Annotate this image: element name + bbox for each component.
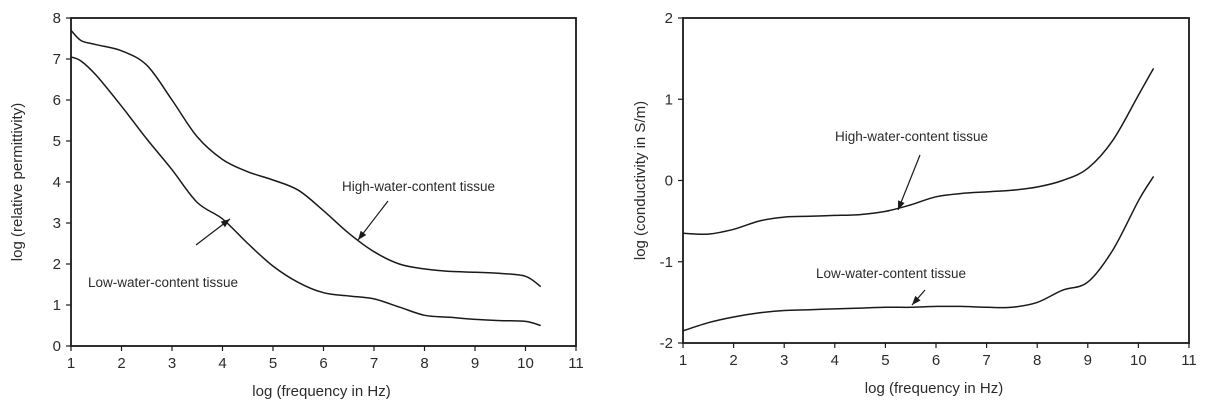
x-tick-label: 6 — [319, 355, 327, 372]
arrowhead — [358, 230, 367, 240]
y-tick-label: 1 — [53, 297, 61, 314]
x-tick-label: 9 — [1084, 352, 1092, 369]
x-tick-label: 6 — [932, 352, 940, 369]
x-tick-label: 10 — [517, 355, 534, 372]
plot-frame — [682, 17, 1190, 344]
x-tick-label: 8 — [1033, 352, 1041, 369]
y-tick-label: 2 — [53, 256, 61, 273]
y-tick-label: 2 — [665, 10, 673, 27]
arrowhead — [898, 200, 905, 210]
arrowhead — [220, 219, 230, 228]
x-tick-label: 7 — [982, 352, 990, 369]
x-axis-label: log (frequency in Hz) — [252, 383, 390, 400]
x-tick-label: 2 — [729, 352, 737, 369]
y-tick-label: -1 — [660, 254, 673, 271]
high-water-arrow — [897, 154, 921, 211]
high-water-label: High-water-content tissue — [835, 129, 988, 144]
y-tick-label: 0 — [53, 338, 61, 355]
low-water-label: Low-water-content tissue — [816, 266, 966, 281]
x-axis-label: log (frequency in Hz) — [865, 380, 1003, 397]
y-tick-label: -2 — [660, 335, 673, 352]
x-tick-label: 8 — [420, 355, 428, 372]
low-water-arrow — [911, 289, 926, 306]
low-water-label: Low-water-content tissue — [88, 275, 238, 290]
conductivity-chart: 1 2 3 4 5 6 7 8 9 10 11 -2 -1 0 1 2 log (frequency in Hz… — [632, 10, 1197, 397]
series-line-low-water — [682, 175, 1155, 332]
y-tick-label: 8 — [53, 10, 61, 27]
x-tick-label: 1 — [679, 352, 687, 369]
arrowhead — [912, 295, 921, 305]
x-tick-label: 3 — [780, 352, 788, 369]
high-water-label: High-water-content tissue — [342, 179, 495, 194]
x-tick-label: 11 — [1181, 352, 1197, 369]
y-tick-label: 5 — [53, 133, 61, 150]
x-tick-label: 3 — [168, 355, 176, 372]
y-tick-label: 3 — [53, 215, 61, 232]
arrow-shaft — [897, 154, 921, 211]
y-tick-label: 4 — [53, 174, 61, 191]
series-line-low-water — [70, 56, 541, 327]
x-tick-label: 7 — [370, 355, 378, 372]
y-tick-label: 6 — [53, 92, 61, 109]
x-tick-label: 9 — [471, 355, 479, 372]
series-line-high-water — [682, 68, 1155, 236]
x-tick-label: 10 — [1130, 352, 1147, 369]
low-water-arrow — [195, 218, 231, 246]
x-tick-label: 2 — [117, 355, 125, 372]
x-tick-label: 5 — [881, 352, 889, 369]
series-line-high-water — [70, 29, 542, 288]
y-tick-label: 7 — [53, 51, 61, 68]
x-tick-label: 4 — [831, 352, 839, 369]
y-axis-label: log (conductivity in S/m) — [632, 101, 649, 260]
high-water-arrow — [357, 200, 389, 241]
plot-frame — [70, 17, 577, 347]
x-tick-label: 4 — [218, 355, 226, 372]
y-tick-label: 1 — [665, 91, 673, 108]
y-axis-label: log (relative permittivity) — [9, 103, 26, 261]
x-tick-label: 1 — [67, 355, 75, 372]
x-tick-label: 5 — [269, 355, 277, 372]
x-tick-label: 11 — [568, 355, 584, 372]
y-tick-label: 0 — [665, 173, 673, 190]
